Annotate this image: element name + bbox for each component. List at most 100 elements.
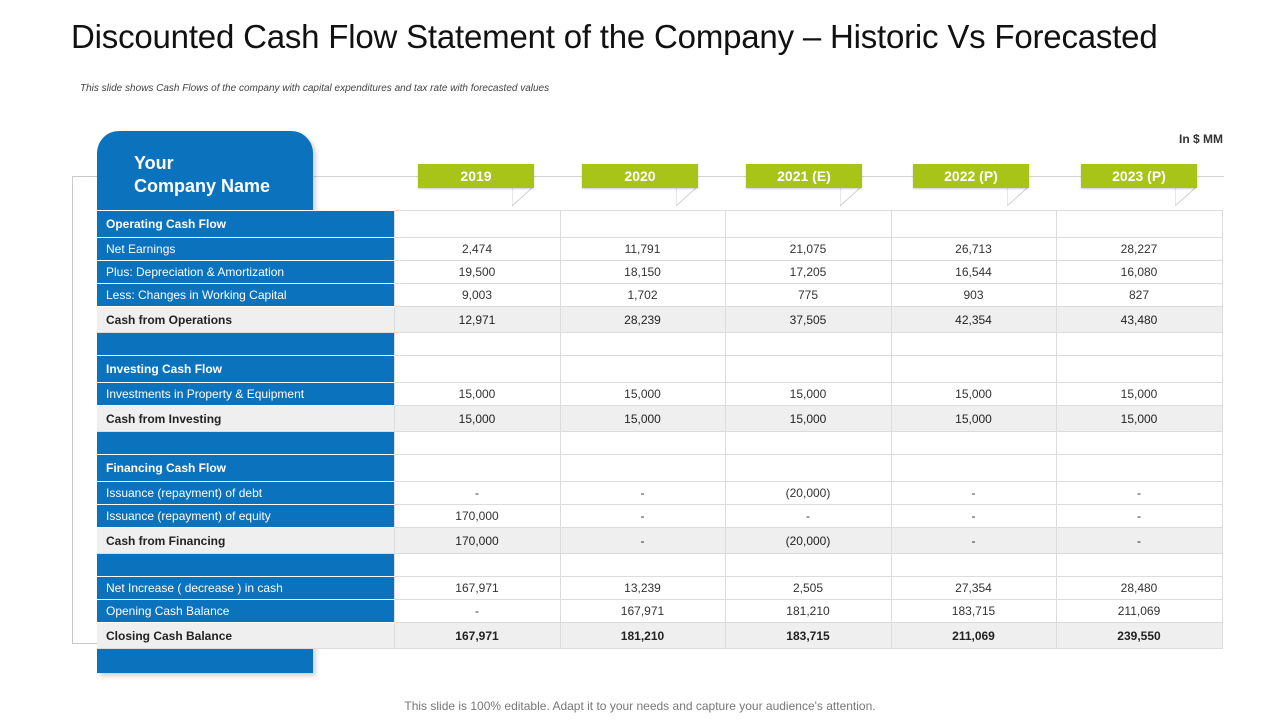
table-row: Cash from Investing 15,000 15,000 15,000 15,…: [97, 405, 1223, 432]
company-name: Your Company Name: [134, 152, 308, 198]
table-cell: 16,080: [1055, 260, 1223, 284]
table-cell: 43,480: [1055, 306, 1223, 333]
table-cell: 18,150: [559, 260, 725, 284]
table-cell: 170,000: [393, 527, 560, 554]
table-row: Operating Cash Flow: [97, 210, 1223, 238]
page-title: Discounted Cash Flow Statement of the Co…: [71, 18, 1158, 55]
table-cell: [890, 332, 1056, 356]
table-cell: [1055, 332, 1223, 356]
table-cell: -: [890, 504, 1056, 528]
table-cell: 12,971: [393, 306, 560, 333]
table-cell: [890, 553, 1056, 577]
table-cell: [890, 355, 1056, 383]
year-tag-pointer: [840, 188, 861, 206]
page-subtitle: This slide shows Cash Flows of the compa…: [80, 83, 550, 94]
table-cell: 775: [724, 283, 891, 307]
table-cell: -: [559, 504, 725, 528]
table-cell: 167,971: [559, 599, 725, 623]
row-label: Investments in Property & Equipment: [97, 382, 394, 406]
row-label: Cash from Investing: [97, 405, 394, 432]
table-row: Closing Cash Balance 167,971 181,210 183,71…: [97, 622, 1223, 649]
table-cell: [393, 454, 560, 482]
footer-note: This slide is 100% editable. Adapt it to…: [404, 699, 876, 713]
row-label: Net Earnings: [97, 237, 394, 261]
table-cell: [1055, 454, 1223, 482]
table-cell: 2,474: [393, 237, 560, 261]
table-cell: 15,000: [1055, 382, 1223, 406]
table-cell: 1,702: [559, 283, 725, 307]
frame-line-bottom: [72, 643, 98, 644]
table-cell: [393, 431, 560, 455]
table-cell: -: [724, 504, 891, 528]
table-cell: [890, 431, 1056, 455]
table-cell: [1055, 553, 1223, 577]
row-label: Investing Cash Flow: [97, 355, 394, 383]
table-cell: 19,500: [393, 260, 560, 284]
table-cell: 28,227: [1055, 237, 1223, 261]
table-cell: 15,000: [393, 382, 560, 406]
table-cell: [1055, 355, 1223, 383]
table-row: Investments in Property & Equipment 15,00…: [97, 382, 1223, 406]
table-cell: -: [1055, 481, 1223, 505]
table-cell: 15,000: [890, 382, 1056, 406]
table-cell: -: [393, 481, 560, 505]
table-row: Investing Cash Flow: [97, 355, 1223, 383]
company-name-line1: Your: [134, 153, 174, 173]
table-cell: [724, 454, 891, 482]
table-cell: 13,239: [559, 576, 725, 600]
table-cell: [559, 332, 725, 356]
table-cell: 181,210: [724, 599, 891, 623]
table-cell: [724, 332, 891, 356]
table-cell: -: [393, 599, 560, 623]
row-label: [97, 431, 394, 455]
table-cell: -: [890, 527, 1056, 554]
row-label: [97, 553, 394, 577]
table-row: Net Earnings 2,474 11,791 21,075 26,713 28,22…: [97, 237, 1223, 261]
table-cell: 15,000: [1055, 405, 1223, 432]
table-cell: 27,354: [890, 576, 1056, 600]
table-cell: [559, 454, 725, 482]
table-row: Issuance (repayment) of equity 170,000- - -…: [97, 504, 1223, 528]
table-cell: 183,715: [724, 622, 891, 649]
cash-flow-table: Operating Cash Flow Net Earnings 2,474 11,7…: [97, 210, 1223, 649]
table-cell: (20,000): [724, 527, 891, 554]
table-cell: 211,069: [890, 622, 1056, 649]
table-row: Issuance (repayment) of debt - - (20,000) - -: [97, 481, 1223, 505]
table-cell: 2,505: [724, 576, 891, 600]
row-label: Financing Cash Flow: [97, 454, 394, 482]
frame-line-left: [72, 176, 73, 644]
table-cell: 17,205: [724, 260, 891, 284]
table-cell: 167,971: [393, 576, 560, 600]
table-cell: 15,000: [393, 405, 560, 432]
table-cell: [559, 355, 725, 383]
table-row: Net Increase ( decrease ) in cash 167,971…: [97, 576, 1223, 600]
table-cell: 15,000: [559, 382, 725, 406]
table-cell: 211,069: [1055, 599, 1223, 623]
table-row: Cash from Financing 170,000- (20,000) - -: [97, 527, 1223, 554]
table-cell: [1055, 210, 1223, 238]
table-row: Plus: Depreciation & Amortization 19,500 1…: [97, 260, 1223, 284]
unit-label: In $ MM: [1179, 132, 1223, 146]
table-cell: 9,003: [393, 283, 560, 307]
table-cell: 15,000: [724, 382, 891, 406]
table-cell: 28,239: [559, 306, 725, 333]
year-header-2: 2021 (E): [746, 164, 862, 188]
table-cell: 15,000: [559, 405, 725, 432]
row-label: Issuance (repayment) of equity: [97, 504, 394, 528]
table-cell: -: [1055, 504, 1223, 528]
table-cell: [724, 210, 891, 238]
row-label: Operating Cash Flow: [97, 210, 394, 238]
row-label: Cash from Financing: [97, 527, 394, 554]
table-cell: 167,971: [393, 622, 560, 649]
row-label: Issuance (repayment) of debt: [97, 481, 394, 505]
year-tag-pointer: [1007, 188, 1028, 206]
table-cell: 15,000: [724, 405, 891, 432]
table-cell: 903: [890, 283, 1056, 307]
year-tag-pointer: [512, 188, 533, 206]
row-label: Cash from Operations: [97, 306, 394, 333]
table-cell: 37,505: [724, 306, 891, 333]
table-cell: -: [890, 481, 1056, 505]
table-cell: 15,000: [890, 405, 1056, 432]
table-cell: 183,715: [890, 599, 1056, 623]
table-cell: 181,210: [559, 622, 725, 649]
